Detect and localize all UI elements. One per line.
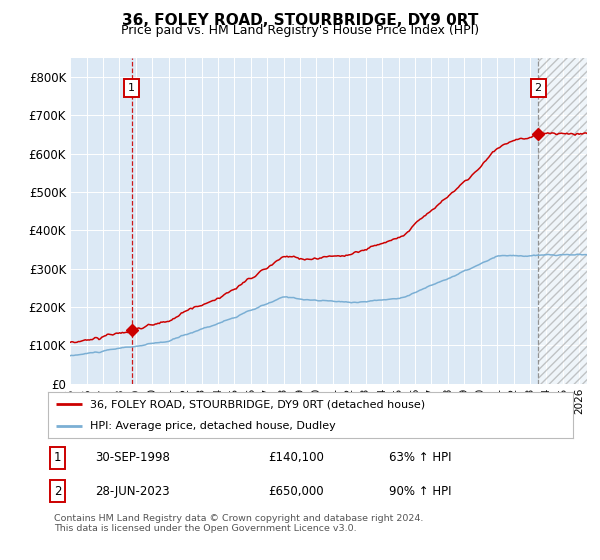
Text: 30-SEP-1998: 30-SEP-1998 bbox=[95, 451, 170, 464]
Text: £140,100: £140,100 bbox=[269, 451, 325, 464]
Text: 36, FOLEY ROAD, STOURBRIDGE, DY9 0RT (detached house): 36, FOLEY ROAD, STOURBRIDGE, DY9 0RT (de… bbox=[90, 399, 425, 409]
Text: 28-JUN-2023: 28-JUN-2023 bbox=[95, 484, 170, 498]
Text: 1: 1 bbox=[128, 83, 135, 94]
Text: 63% ↑ HPI: 63% ↑ HPI bbox=[389, 451, 452, 464]
Text: 1: 1 bbox=[54, 451, 61, 464]
Text: 2: 2 bbox=[54, 484, 61, 498]
Text: £650,000: £650,000 bbox=[269, 484, 324, 498]
Text: 36, FOLEY ROAD, STOURBRIDGE, DY9 0RT: 36, FOLEY ROAD, STOURBRIDGE, DY9 0RT bbox=[122, 13, 478, 29]
Text: 90% ↑ HPI: 90% ↑ HPI bbox=[389, 484, 452, 498]
Text: 2: 2 bbox=[535, 83, 542, 94]
Text: Contains HM Land Registry data © Crown copyright and database right 2024.
This d: Contains HM Land Registry data © Crown c… bbox=[54, 514, 424, 533]
Text: HPI: Average price, detached house, Dudley: HPI: Average price, detached house, Dudl… bbox=[90, 421, 336, 431]
Bar bbox=[538, 58, 587, 384]
Text: Price paid vs. HM Land Registry's House Price Index (HPI): Price paid vs. HM Land Registry's House … bbox=[121, 24, 479, 37]
